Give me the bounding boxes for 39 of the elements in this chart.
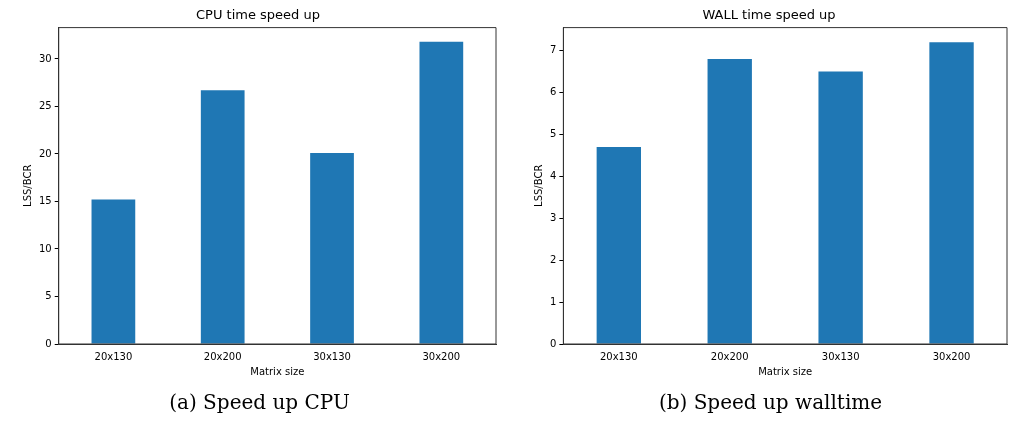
x-axis-title: Matrix size xyxy=(249,365,304,377)
y-tick-label: 1 xyxy=(549,295,556,307)
bar xyxy=(91,199,135,344)
bar xyxy=(707,59,752,344)
bar xyxy=(817,71,863,344)
bar xyxy=(309,153,354,344)
y-axis-title: LSS/BCR xyxy=(532,164,544,207)
y-tick-label: 10 xyxy=(38,242,52,254)
y-tick-label: 30 xyxy=(38,52,52,64)
bar xyxy=(928,42,974,344)
y-tick-label: 15 xyxy=(38,195,52,207)
x-tick-label: 30x130 xyxy=(821,350,859,362)
x-tick-label: 20x200 xyxy=(203,350,242,362)
bar xyxy=(418,41,463,344)
y-tick-label: 0 xyxy=(44,337,52,349)
y-tick-label: 5 xyxy=(549,128,556,140)
y-tick-label: 0 xyxy=(549,337,556,349)
y-tick-label: 4 xyxy=(549,169,556,181)
text: (b) Speed up walltime xyxy=(658,390,883,414)
x-tick-label: 30x200 xyxy=(421,350,460,362)
y-tick-label: 20 xyxy=(38,147,52,159)
x-tick-label: 30x130 xyxy=(312,350,351,362)
y-axis-title: LSS/BCR xyxy=(21,164,33,207)
chart-title: CPU time speed up xyxy=(195,7,320,23)
y-tick-label: 25 xyxy=(38,100,52,112)
x-tick-label: 30x200 xyxy=(932,350,970,362)
x-tick-label: 20x130 xyxy=(599,350,638,362)
y-tick-label: 5 xyxy=(44,290,52,302)
y-tick-label: 3 xyxy=(549,211,556,223)
chart-title: WALL time speed up xyxy=(701,7,836,23)
x-tick-label: 20x130 xyxy=(94,350,132,362)
x-tick-label: 20x200 xyxy=(710,350,749,362)
bar xyxy=(200,90,245,344)
text: (a) Speed up CPU xyxy=(169,390,350,414)
bar xyxy=(596,147,641,344)
y-tick-label: 6 xyxy=(549,86,556,98)
x-axis-title: Matrix size xyxy=(757,365,812,377)
y-tick-label: 7 xyxy=(549,44,556,56)
y-tick-label: 2 xyxy=(549,253,556,265)
